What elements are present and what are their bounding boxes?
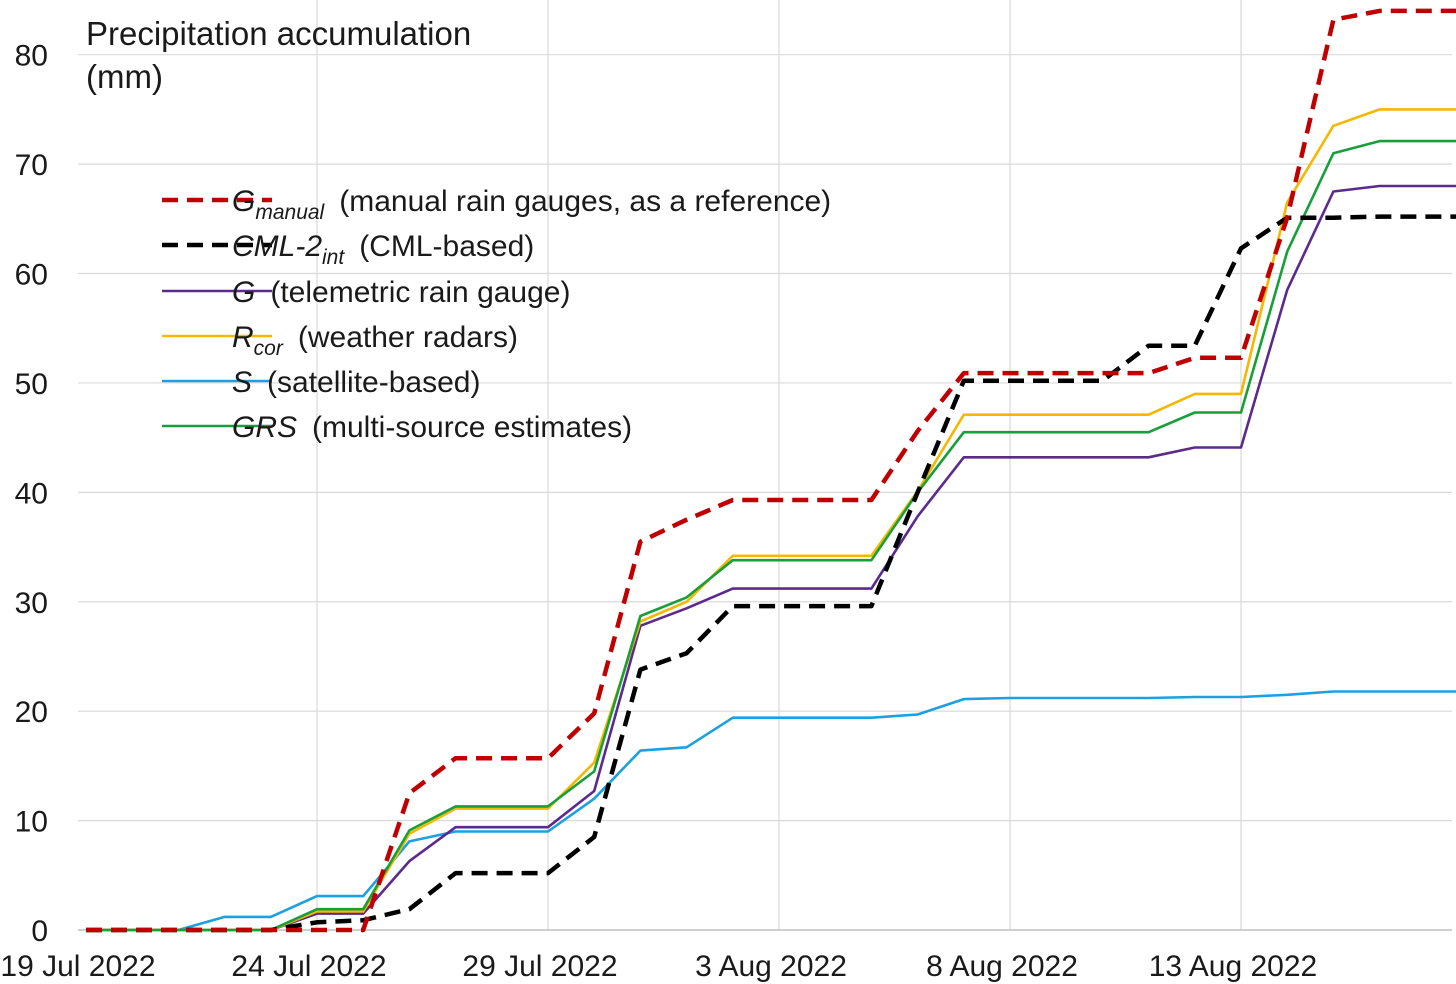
legend-label-0: Gmanual (manual rain gauges, as a refere… <box>232 185 831 224</box>
x-tick-label: 3 Aug 2022 <box>695 950 847 983</box>
series-line-1 <box>86 214 1456 933</box>
y-tick-label: 30 <box>15 587 48 620</box>
y-tick-label: 20 <box>15 696 48 729</box>
x-tick-label: 29 Jul 2022 <box>462 950 617 983</box>
legend-label-1: CML-2int (CML-based) <box>232 230 534 269</box>
series-line-3 <box>86 108 1456 932</box>
y-tick-label: 80 <box>15 40 48 73</box>
x-tick-label: 19 Jul 2022 <box>0 950 155 983</box>
y-tick-label: 40 <box>15 477 48 510</box>
y-tick-label: 60 <box>15 259 48 292</box>
legend: Gmanual (manual rain gauges, as a refere… <box>162 185 831 444</box>
y-tick-label: 10 <box>15 806 48 839</box>
series-lines <box>86 8 1456 933</box>
legend-label-3: Rcor (weather radars) <box>232 321 518 360</box>
axes: 0 10 20 30 40 50 60 70 80 19 Jul 2022 24 Jul 2022 2… <box>0 40 1452 983</box>
legend-label-2: G (telemetric rain gauge) <box>232 276 570 309</box>
series-line-5 <box>86 139 1456 932</box>
y-tick-label: 0 <box>31 915 48 948</box>
x-tick-label: 13 Aug 2022 <box>1149 950 1318 983</box>
x-tick-label: 24 Jul 2022 <box>231 950 386 983</box>
y-axis-label-line-1: Precipitation accumulation <box>86 15 471 52</box>
y-tick-label: 70 <box>15 149 48 182</box>
x-tick-label: 8 Aug 2022 <box>926 950 1078 983</box>
legend-label-5: GRS (multi-source estimates) <box>232 411 632 444</box>
series-line-2 <box>86 184 1456 932</box>
y-axis-label: Precipitation accumulation (mm) <box>86 15 471 95</box>
y-tick-label: 50 <box>15 368 48 401</box>
grid <box>78 0 1452 930</box>
legend-label-4: S (satellite-based) <box>232 366 480 399</box>
series-line-4 <box>86 690 1456 932</box>
y-axis-label-line-2: (mm) <box>86 58 163 95</box>
series-line-0 <box>86 8 1456 933</box>
